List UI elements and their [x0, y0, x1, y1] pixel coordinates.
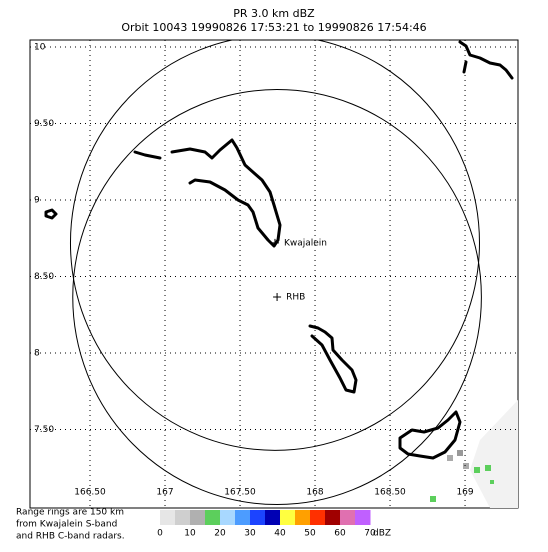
- station-marker: [270, 238, 279, 247]
- radar-echo: [430, 400, 518, 508]
- x-tick-label: 167.50: [224, 488, 256, 498]
- range-ring: [72, 89, 482, 506]
- station-label: Kwajalein: [284, 238, 327, 248]
- x-tick-label: 167: [156, 488, 173, 498]
- range-note: from Kwajalein S-band: [16, 520, 117, 530]
- y-tick-label: 8: [34, 349, 40, 359]
- colorbar-swatch: [265, 510, 281, 525]
- colorbar-unit: dBZ: [373, 529, 391, 539]
- plot-frame: [29, 39, 519, 509]
- x-tick-label: 169: [456, 488, 473, 498]
- chart-subtitle: Orbit 10043 19990826 17:53:21 to 1999082…: [121, 21, 426, 34]
- x-tick-label: 166.50: [74, 488, 106, 498]
- colorbar-swatch: [190, 510, 206, 525]
- y-tick-label: 9.50: [34, 119, 54, 129]
- x-tick-label: 168.50: [374, 488, 406, 498]
- colorbar-tick-label: 60: [334, 529, 346, 539]
- colorbar-tick-label: 20: [214, 529, 226, 539]
- colorbar-swatch: [340, 510, 356, 525]
- colorbar-swatch: [295, 510, 311, 525]
- colorbar-swatch: [220, 510, 236, 525]
- y-tick-label: 7.50: [34, 425, 54, 435]
- colorbar-swatch: [280, 510, 296, 525]
- range-note: Range rings are 150 km: [16, 508, 124, 518]
- colorbar-swatch: [355, 510, 371, 525]
- colorbar-swatch: [175, 510, 191, 525]
- colorbar-tick-label: 30: [244, 529, 256, 539]
- chart-layer: 166.50 167 167.50 168 168.50 169 10 9.50 9 8.50 8 7…: [16, 40, 518, 542]
- colorbar-tick-label: 10: [184, 529, 196, 539]
- colorbar-swatch: [310, 510, 326, 525]
- range-ring: [70, 40, 480, 451]
- y-tick-label: 10: [34, 43, 46, 53]
- colorbar-tick-label: 40: [274, 529, 286, 539]
- x-tick-label: 168: [306, 488, 323, 498]
- range-note: and RHB C-band radars.: [16, 532, 125, 542]
- colorbar-swatch: [235, 510, 251, 525]
- colorbar-tick-label: 50: [304, 529, 316, 539]
- y-tick-label: 8.50: [34, 272, 54, 282]
- colorbar-swatch: [160, 510, 176, 525]
- coastlines: [44, 40, 514, 460]
- y-tick-label: 9: [34, 196, 40, 206]
- station-label: RHB: [286, 293, 305, 303]
- station-marker: [273, 293, 282, 302]
- colorbar-tick-label: 70: [364, 529, 376, 539]
- colorbar-tick-label: 0: [157, 529, 163, 539]
- colorbar-swatch: [325, 510, 341, 525]
- colorbar-swatch: [250, 510, 266, 525]
- colorbar-swatch: [205, 510, 221, 525]
- chart-title: PR 3.0 km dBZ: [233, 7, 315, 20]
